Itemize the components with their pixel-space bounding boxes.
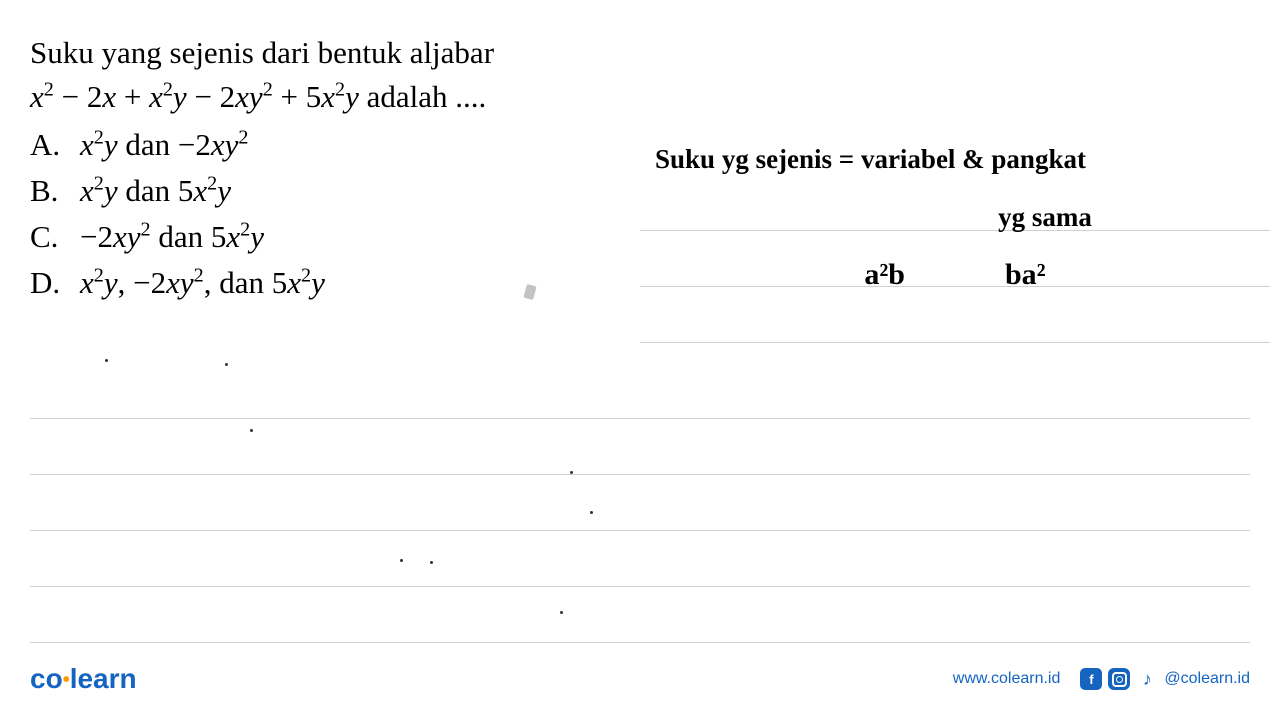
dot bbox=[560, 611, 563, 614]
logo-part2: learn bbox=[70, 663, 137, 694]
logo: co•learn bbox=[30, 663, 137, 695]
instagram-icon bbox=[1108, 668, 1130, 690]
social-handle: @colearn.id bbox=[1164, 670, 1250, 688]
ruled-line bbox=[30, 587, 1250, 643]
dot bbox=[105, 359, 108, 362]
question-expression: x2 − 2x + x2y − 2xy2 + 5x2y adalah .... bbox=[30, 79, 1250, 115]
handwritten-line2: yg sama bbox=[655, 188, 1255, 246]
logo-part1: co bbox=[30, 663, 63, 694]
ruled-line bbox=[30, 475, 1250, 531]
option-letter: C. bbox=[30, 219, 80, 255]
ruled-line bbox=[30, 363, 1250, 419]
dot bbox=[225, 363, 228, 366]
handwritten-line1: Suku yg sejenis = variabel & pangkat bbox=[655, 130, 1255, 188]
ruled-line bbox=[30, 531, 1250, 587]
social-icons: f ♪ @colearn.id bbox=[1080, 668, 1250, 690]
dot bbox=[570, 471, 573, 474]
expr-2: ba² bbox=[1005, 246, 1046, 304]
option-letter: D. bbox=[30, 265, 80, 301]
question-line1: Suku yang sejenis dari bentuk aljabar bbox=[30, 35, 1250, 71]
expr-1: a²b bbox=[864, 246, 905, 304]
option-letter: A. bbox=[30, 127, 80, 163]
dot bbox=[400, 559, 403, 562]
dot bbox=[430, 561, 433, 564]
logo-dot: • bbox=[63, 669, 70, 691]
website-url: www.colearn.id bbox=[953, 670, 1061, 688]
footer: co•learn www.colearn.id f ♪ @colearn.id bbox=[30, 663, 1250, 695]
ruled-lines-full bbox=[30, 363, 1250, 643]
footer-right: www.colearn.id f ♪ @colearn.id bbox=[953, 668, 1250, 690]
dot bbox=[250, 429, 253, 432]
handwritten-notes: Suku yg sejenis = variabel & pangkat yg … bbox=[655, 130, 1255, 304]
option-letter: B. bbox=[30, 173, 80, 209]
question-suffix: adalah .... bbox=[359, 79, 486, 114]
handwritten-expressions: a²b ba² bbox=[655, 246, 1255, 304]
dot bbox=[590, 511, 593, 514]
ruled-line bbox=[30, 419, 1250, 475]
tiktok-icon: ♪ bbox=[1136, 668, 1158, 690]
facebook-icon: f bbox=[1080, 668, 1102, 690]
